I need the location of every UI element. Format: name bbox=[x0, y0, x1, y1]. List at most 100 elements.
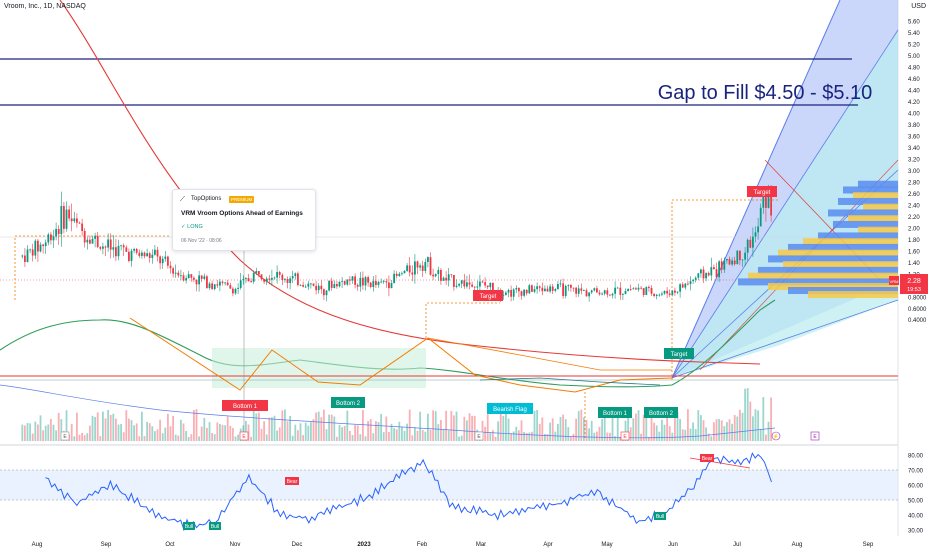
volume-bar bbox=[658, 431, 661, 441]
volume-bar bbox=[518, 430, 520, 441]
label-target-3[interactable]: Target bbox=[664, 348, 694, 359]
rsi-bull-label-3[interactable]: Bull bbox=[654, 512, 666, 520]
rsi-bull-label-1[interactable]: Bull bbox=[183, 522, 195, 530]
volume-bar bbox=[265, 434, 268, 441]
volume-bar bbox=[130, 420, 133, 441]
volume-bar bbox=[338, 424, 341, 441]
volume-bar bbox=[380, 413, 383, 441]
candle-body bbox=[195, 279, 198, 285]
time-axis[interactable]: Aug Sep Oct Nov Dec 2023 Feb Mar Apr May Jun Jul Aug… bbox=[32, 542, 874, 548]
price-tick-label: 1.80 bbox=[908, 238, 920, 244]
rsi-tick-label: 60.00 bbox=[908, 484, 924, 490]
candle-body bbox=[567, 284, 570, 286]
volume-bar bbox=[489, 432, 492, 441]
idea-card[interactable]: ⟋ TopOptions PREMIUM VRM Vroom Options A… bbox=[172, 189, 316, 251]
label-target-1[interactable]: Target bbox=[747, 186, 777, 197]
rsi-bull-label-2[interactable]: Bull bbox=[209, 522, 221, 530]
volume-bar bbox=[91, 415, 94, 441]
volume-bar bbox=[156, 429, 159, 441]
label-bottom-2a[interactable]: Bottom 2 bbox=[331, 397, 365, 408]
volume-bar bbox=[601, 419, 604, 441]
volume-bar bbox=[520, 420, 523, 441]
candle-body bbox=[752, 236, 754, 248]
volume-profile-row bbox=[858, 226, 898, 234]
volume-bar bbox=[39, 415, 42, 441]
volume-bar bbox=[700, 415, 702, 441]
volume-bar bbox=[531, 431, 533, 441]
volume-bar bbox=[705, 427, 708, 441]
candle-body bbox=[245, 278, 247, 279]
candle-body bbox=[242, 278, 245, 281]
label-bottom-2b[interactable]: Bottom 2 bbox=[644, 407, 678, 418]
volume-bar bbox=[447, 430, 450, 441]
candle-body bbox=[632, 288, 635, 290]
volume-bar bbox=[315, 412, 318, 441]
volume-profile-row bbox=[738, 278, 898, 286]
candle-body bbox=[57, 228, 60, 235]
label-bottom-1b[interactable]: Bottom 1 bbox=[598, 407, 632, 418]
projection-dotted-1 bbox=[14, 235, 170, 300]
label-bottom-1a[interactable]: Bottom 1 bbox=[222, 400, 268, 411]
pattern-zone bbox=[212, 348, 426, 388]
candle-body bbox=[648, 286, 650, 288]
candles[interactable] bbox=[21, 184, 773, 302]
idea-author[interactable]: TopOptions bbox=[191, 196, 222, 202]
event-marker-e4[interactable]: E bbox=[620, 431, 630, 441]
volume-bar bbox=[128, 418, 130, 441]
volume-bar bbox=[528, 432, 531, 441]
label-bearish-flag[interactable]: Bearish Flag bbox=[487, 403, 533, 414]
candle-body bbox=[239, 280, 242, 288]
label-target-2[interactable]: Target bbox=[473, 290, 503, 301]
rsi-bear-label-1[interactable]: Bear bbox=[285, 477, 299, 485]
volume-bar bbox=[609, 432, 611, 441]
event-marker-e2[interactable]: E bbox=[239, 431, 249, 441]
volume-bar bbox=[99, 436, 102, 441]
candle-body bbox=[479, 281, 481, 287]
volume-profile-row bbox=[843, 186, 898, 194]
volume-bar bbox=[752, 416, 754, 441]
candle-body bbox=[83, 230, 86, 243]
volume-bar bbox=[252, 410, 255, 441]
volume-bar bbox=[629, 427, 632, 441]
event-marker-e3[interactable]: E bbox=[474, 431, 484, 441]
volume-bar bbox=[21, 424, 24, 441]
price-tick-label: 3.20 bbox=[908, 157, 920, 163]
volume-bar bbox=[333, 416, 336, 441]
volume-bar bbox=[323, 409, 325, 441]
candle-body bbox=[577, 288, 580, 294]
candle-body bbox=[208, 283, 211, 289]
price-axis[interactable]: 5.60 5.40 5.20 5.00 4.80 4.60 4.40 4.20 4.00 3.80… bbox=[908, 20, 927, 325]
volume-bar bbox=[185, 430, 188, 441]
idea-headline[interactable]: VRM Vroom Options Ahead of Earnings bbox=[181, 210, 303, 217]
volume-bar bbox=[307, 425, 310, 441]
price-tick-label: 3.00 bbox=[908, 169, 920, 175]
candle-body bbox=[65, 209, 68, 229]
candle-body bbox=[635, 288, 637, 290]
candle-body bbox=[369, 282, 372, 288]
bearish-flag-line bbox=[479, 377, 661, 386]
candle-body bbox=[161, 258, 164, 264]
rsi-bear-label-2[interactable]: Bear bbox=[700, 454, 714, 462]
volume-bar bbox=[81, 432, 84, 441]
volume-bar bbox=[765, 434, 767, 441]
time-tick-label: May bbox=[601, 542, 612, 548]
time-tick-label: Sep bbox=[863, 542, 874, 548]
candle-body bbox=[481, 281, 484, 283]
volume-bar bbox=[770, 397, 773, 441]
event-marker-e5[interactable]: E bbox=[810, 431, 820, 441]
candle-body bbox=[237, 287, 240, 289]
volume-bar bbox=[671, 432, 674, 441]
volume-bar bbox=[627, 410, 630, 441]
candle-body bbox=[78, 222, 81, 224]
volume-bar bbox=[684, 429, 687, 441]
volume-bar bbox=[193, 410, 195, 441]
rsi-axis[interactable]: 80.00 70.00 60.00 50.00 40.00 30.00 bbox=[908, 454, 924, 535]
candle-body bbox=[325, 290, 328, 296]
candle-body bbox=[302, 284, 305, 287]
event-marker-e1[interactable]: E bbox=[60, 431, 70, 441]
candle-body bbox=[531, 285, 533, 292]
volume-bar bbox=[76, 412, 78, 441]
event-marker-dividend[interactable]: ⚡ bbox=[771, 431, 781, 441]
candle-body bbox=[674, 290, 676, 293]
